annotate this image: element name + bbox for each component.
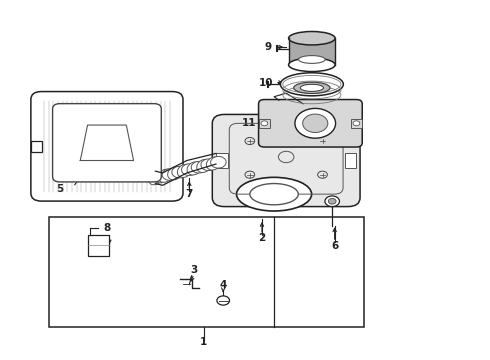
Ellipse shape (191, 161, 207, 173)
FancyBboxPatch shape (31, 91, 183, 201)
Ellipse shape (181, 164, 197, 175)
Ellipse shape (280, 73, 343, 96)
Circle shape (318, 171, 327, 178)
Circle shape (295, 108, 336, 138)
Text: 7: 7 (186, 189, 193, 199)
Circle shape (261, 121, 268, 126)
Circle shape (217, 296, 229, 305)
Ellipse shape (187, 162, 201, 175)
Bar (31, 141, 42, 152)
Text: 5: 5 (56, 184, 64, 194)
FancyBboxPatch shape (259, 100, 362, 147)
Bar (344, 153, 356, 168)
Ellipse shape (162, 169, 178, 180)
Circle shape (325, 196, 340, 207)
Ellipse shape (298, 55, 325, 63)
Ellipse shape (250, 184, 298, 205)
Ellipse shape (206, 157, 220, 170)
Ellipse shape (158, 169, 172, 182)
Ellipse shape (148, 172, 163, 185)
FancyBboxPatch shape (212, 114, 360, 207)
Text: 1: 1 (200, 337, 207, 347)
Ellipse shape (300, 84, 323, 91)
FancyBboxPatch shape (52, 104, 161, 182)
Text: 10: 10 (259, 77, 273, 87)
Polygon shape (80, 125, 134, 161)
Text: 2: 2 (258, 234, 266, 243)
Bar (259, 119, 270, 127)
Bar (351, 119, 362, 127)
Ellipse shape (201, 159, 217, 171)
Circle shape (245, 171, 255, 178)
Circle shape (328, 198, 336, 204)
Bar (289, 38, 335, 65)
Text: 6: 6 (331, 240, 338, 251)
Ellipse shape (168, 167, 182, 180)
Ellipse shape (177, 164, 192, 177)
Circle shape (353, 121, 360, 126)
Ellipse shape (152, 171, 168, 183)
Ellipse shape (237, 177, 312, 211)
Bar (216, 153, 228, 168)
Circle shape (318, 138, 327, 145)
Circle shape (278, 151, 294, 163)
Ellipse shape (211, 157, 226, 168)
Ellipse shape (172, 166, 187, 178)
Circle shape (245, 138, 255, 145)
Ellipse shape (294, 82, 330, 94)
Circle shape (303, 114, 328, 132)
Text: 8: 8 (103, 223, 111, 233)
Ellipse shape (196, 159, 211, 172)
Bar (49, 217, 364, 327)
Text: 3: 3 (191, 265, 198, 275)
Text: 11: 11 (242, 118, 256, 128)
Text: 9: 9 (265, 42, 272, 52)
Bar (88, 235, 109, 256)
Ellipse shape (289, 58, 335, 72)
Ellipse shape (289, 31, 335, 45)
Text: 4: 4 (220, 280, 227, 289)
